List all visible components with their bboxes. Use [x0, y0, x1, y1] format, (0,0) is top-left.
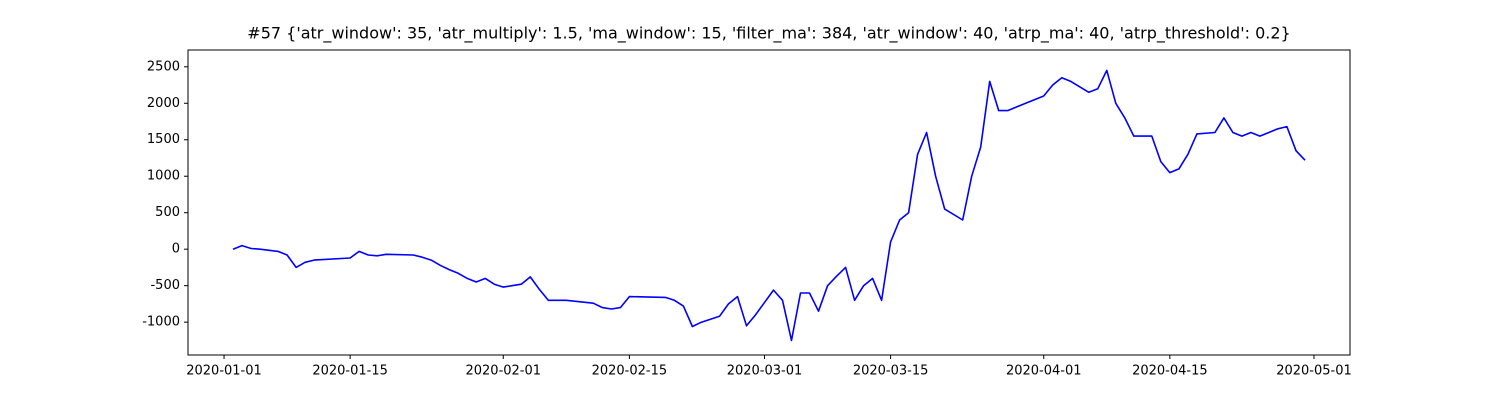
x-tick-label: 2020-02-01 — [465, 364, 541, 379]
chart-title: #57 {'atr_window': 35, 'atr_multiply': 1… — [247, 24, 1290, 44]
y-tick-label: 1000 — [147, 169, 180, 184]
y-tick-label: 500 — [155, 205, 180, 220]
series-line — [232, 69, 1306, 342]
y-tick-label: -500 — [150, 278, 180, 293]
y-tick-label: 0 — [172, 242, 180, 257]
x-tick-label: 2020-04-15 — [1132, 364, 1208, 379]
y-tick-label: -1000 — [142, 315, 180, 330]
x-tick-label: 2020-04-01 — [1006, 364, 1082, 379]
x-tick-label: 2020-03-15 — [853, 364, 929, 379]
y-tick-label: 2000 — [147, 96, 180, 111]
x-tick-label: 2020-03-01 — [727, 364, 803, 379]
x-tick-label: 2020-05-01 — [1276, 364, 1352, 379]
x-tick-label: 2020-02-15 — [592, 364, 668, 379]
x-tick-label: 2020-01-01 — [186, 364, 262, 379]
x-tick-label: 2020-01-15 — [312, 364, 388, 379]
y-tick-label: 2500 — [147, 59, 180, 74]
plot-frame — [187, 49, 1351, 356]
y-tick-label: 1500 — [147, 132, 180, 147]
